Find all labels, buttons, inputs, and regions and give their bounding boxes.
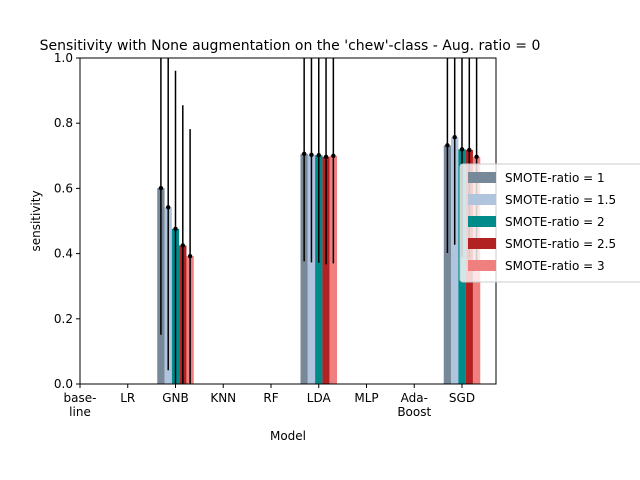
legend: SMOTE-ratio = 1 SMOTE-ratio = 1.5 SMOTE-ra…: [459, 163, 640, 283]
x-tick-label: LR: [120, 391, 135, 405]
chart-title: Sensitivity with None augmentation on th…: [40, 38, 541, 54]
bar: [443, 145, 452, 384]
plot-frame: [79, 57, 497, 385]
mean-marker: [474, 154, 479, 159]
bar: [329, 155, 337, 384]
mean-marker: [158, 185, 164, 191]
x-tick-label: base-line: [64, 391, 97, 419]
x-tick-label: MLP: [354, 391, 378, 405]
bar: [322, 156, 330, 384]
legend-frame: [459, 163, 640, 283]
bar: [307, 154, 316, 384]
mean-marker: [452, 135, 457, 140]
x-tick-label: LDA: [307, 391, 332, 405]
legend-swatch: [468, 216, 496, 227]
mean-marker: [467, 147, 472, 153]
mean-marker: [301, 151, 307, 157]
legend-label: SMOTE-ratio = 1: [505, 171, 605, 185]
legend-label: SMOTE-ratio = 2: [505, 215, 605, 229]
legend-label: SMOTE-ratio = 1.5: [505, 193, 616, 207]
y-tick-label: 0.0: [54, 377, 73, 391]
bar: [315, 155, 323, 384]
x-tick-label: Ada-Boost: [397, 391, 431, 419]
x-tick-label: GNB: [162, 391, 189, 405]
mean-marker: [331, 153, 336, 158]
mean-marker: [180, 243, 185, 248]
x-tick-label: KNN: [210, 391, 236, 405]
mean-marker: [309, 152, 314, 158]
x-tick-label: RF: [263, 391, 278, 405]
legend-label: SMOTE-ratio = 3: [505, 259, 605, 273]
errorbars-layer: [158, 58, 479, 384]
y-axis: 0.0 0.2 0.4 0.6 0.8 1.0: [54, 51, 80, 391]
mean-marker: [459, 147, 465, 152]
mean-marker: [166, 205, 171, 210]
mean-marker: [173, 226, 178, 232]
mean-marker: [187, 254, 193, 259]
y-tick-label: 0.6: [54, 181, 73, 195]
legend-label: SMOTE-ratio = 2.5: [505, 237, 616, 251]
mean-marker: [445, 143, 450, 148]
x-tick-label: SGD: [449, 391, 475, 405]
y-tick-label: 0.4: [54, 247, 73, 261]
legend-swatch: [468, 194, 496, 205]
legend-swatch: [468, 238, 496, 249]
y-tick-label: 0.8: [54, 116, 73, 130]
y-tick-label: 1.0: [54, 51, 73, 65]
bar: [451, 137, 459, 384]
y-axis-label: sensitivity: [29, 190, 43, 251]
bar: [300, 153, 308, 384]
y-tick-label: 0.2: [54, 312, 73, 326]
legend-swatch: [468, 172, 496, 183]
x-axis-label: Model: [270, 429, 306, 443]
mean-marker: [316, 152, 321, 158]
x-axis: base-line LR GNB KNN RF LDA MLP Ada-Boost SGD: [64, 384, 475, 419]
mean-marker: [323, 154, 329, 159]
legend-swatch: [468, 260, 496, 271]
